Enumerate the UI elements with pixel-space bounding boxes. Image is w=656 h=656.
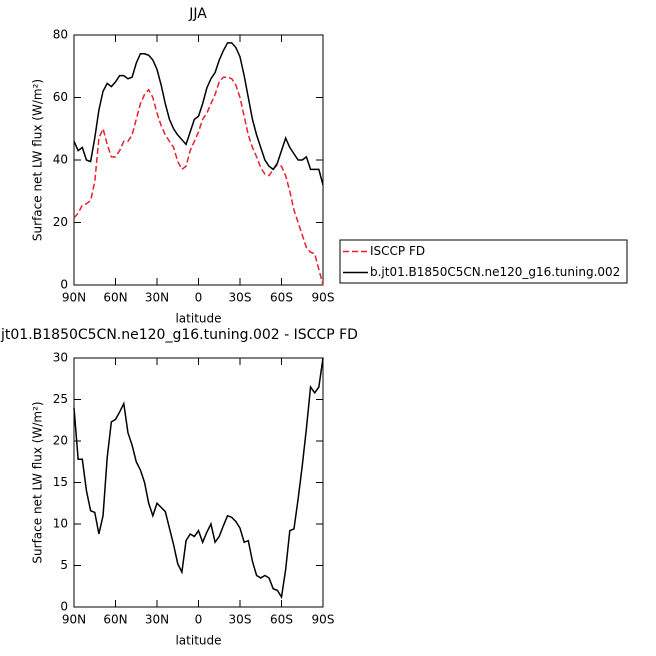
x-tick-label: 30S [229, 613, 252, 627]
chart-title: JJA [188, 6, 207, 22]
y-tick-label: 25 [53, 392, 68, 406]
x-tick-label: 60N [103, 291, 127, 305]
x-tick-label: 30S [229, 291, 252, 305]
x-tick-label: 90S [312, 613, 335, 627]
x-tick-label: 30N [145, 291, 169, 305]
y-tick-label: 20 [53, 215, 68, 229]
x-axis-label: latitude [175, 312, 221, 326]
x-tick-label: 0 [195, 291, 203, 305]
x-axis-label: latitude [175, 634, 221, 648]
y-tick-label: 40 [53, 153, 68, 167]
data-line [73, 357, 324, 600]
legend-label: b.jt01.B1850C5CN.ne120_g16.tuning.002 [370, 265, 620, 279]
x-tick-label: 0 [195, 613, 203, 627]
y-axis-label: Surface net LW flux (W/m²) [31, 79, 45, 241]
x-tick-label: 90S [312, 291, 335, 305]
y-tick-label: 80 [53, 28, 68, 42]
x-tick-label: 60N [103, 613, 127, 627]
y-tick-label: 10 [53, 517, 68, 531]
chart-title: jt01.B1850C5CN.ne120_g16.tuning.002 - IS… [0, 327, 358, 343]
y-tick-label: 5 [60, 558, 68, 572]
y-tick-label: 30 [53, 351, 68, 365]
x-tick-label: 90N [62, 291, 86, 305]
x-tick-label: 30N [145, 613, 169, 627]
y-tick-label: 0 [60, 600, 68, 614]
y-tick-label: 20 [53, 434, 68, 448]
x-tick-label: 90N [62, 613, 86, 627]
y-axis-label: Surface net LW flux (W/m²) [31, 401, 45, 563]
x-tick-label: 60S [270, 613, 293, 627]
y-tick-label: 15 [53, 475, 68, 489]
y-tick-label: 0 [60, 278, 68, 292]
data-line [73, 42, 324, 186]
data-line [73, 76, 324, 286]
legend-box [339, 239, 628, 284]
x-tick-label: 60S [270, 291, 293, 305]
legend-label: ISCCP FD [370, 244, 425, 258]
plot-frame [73, 34, 324, 286]
y-tick-label: 60 [53, 90, 68, 104]
